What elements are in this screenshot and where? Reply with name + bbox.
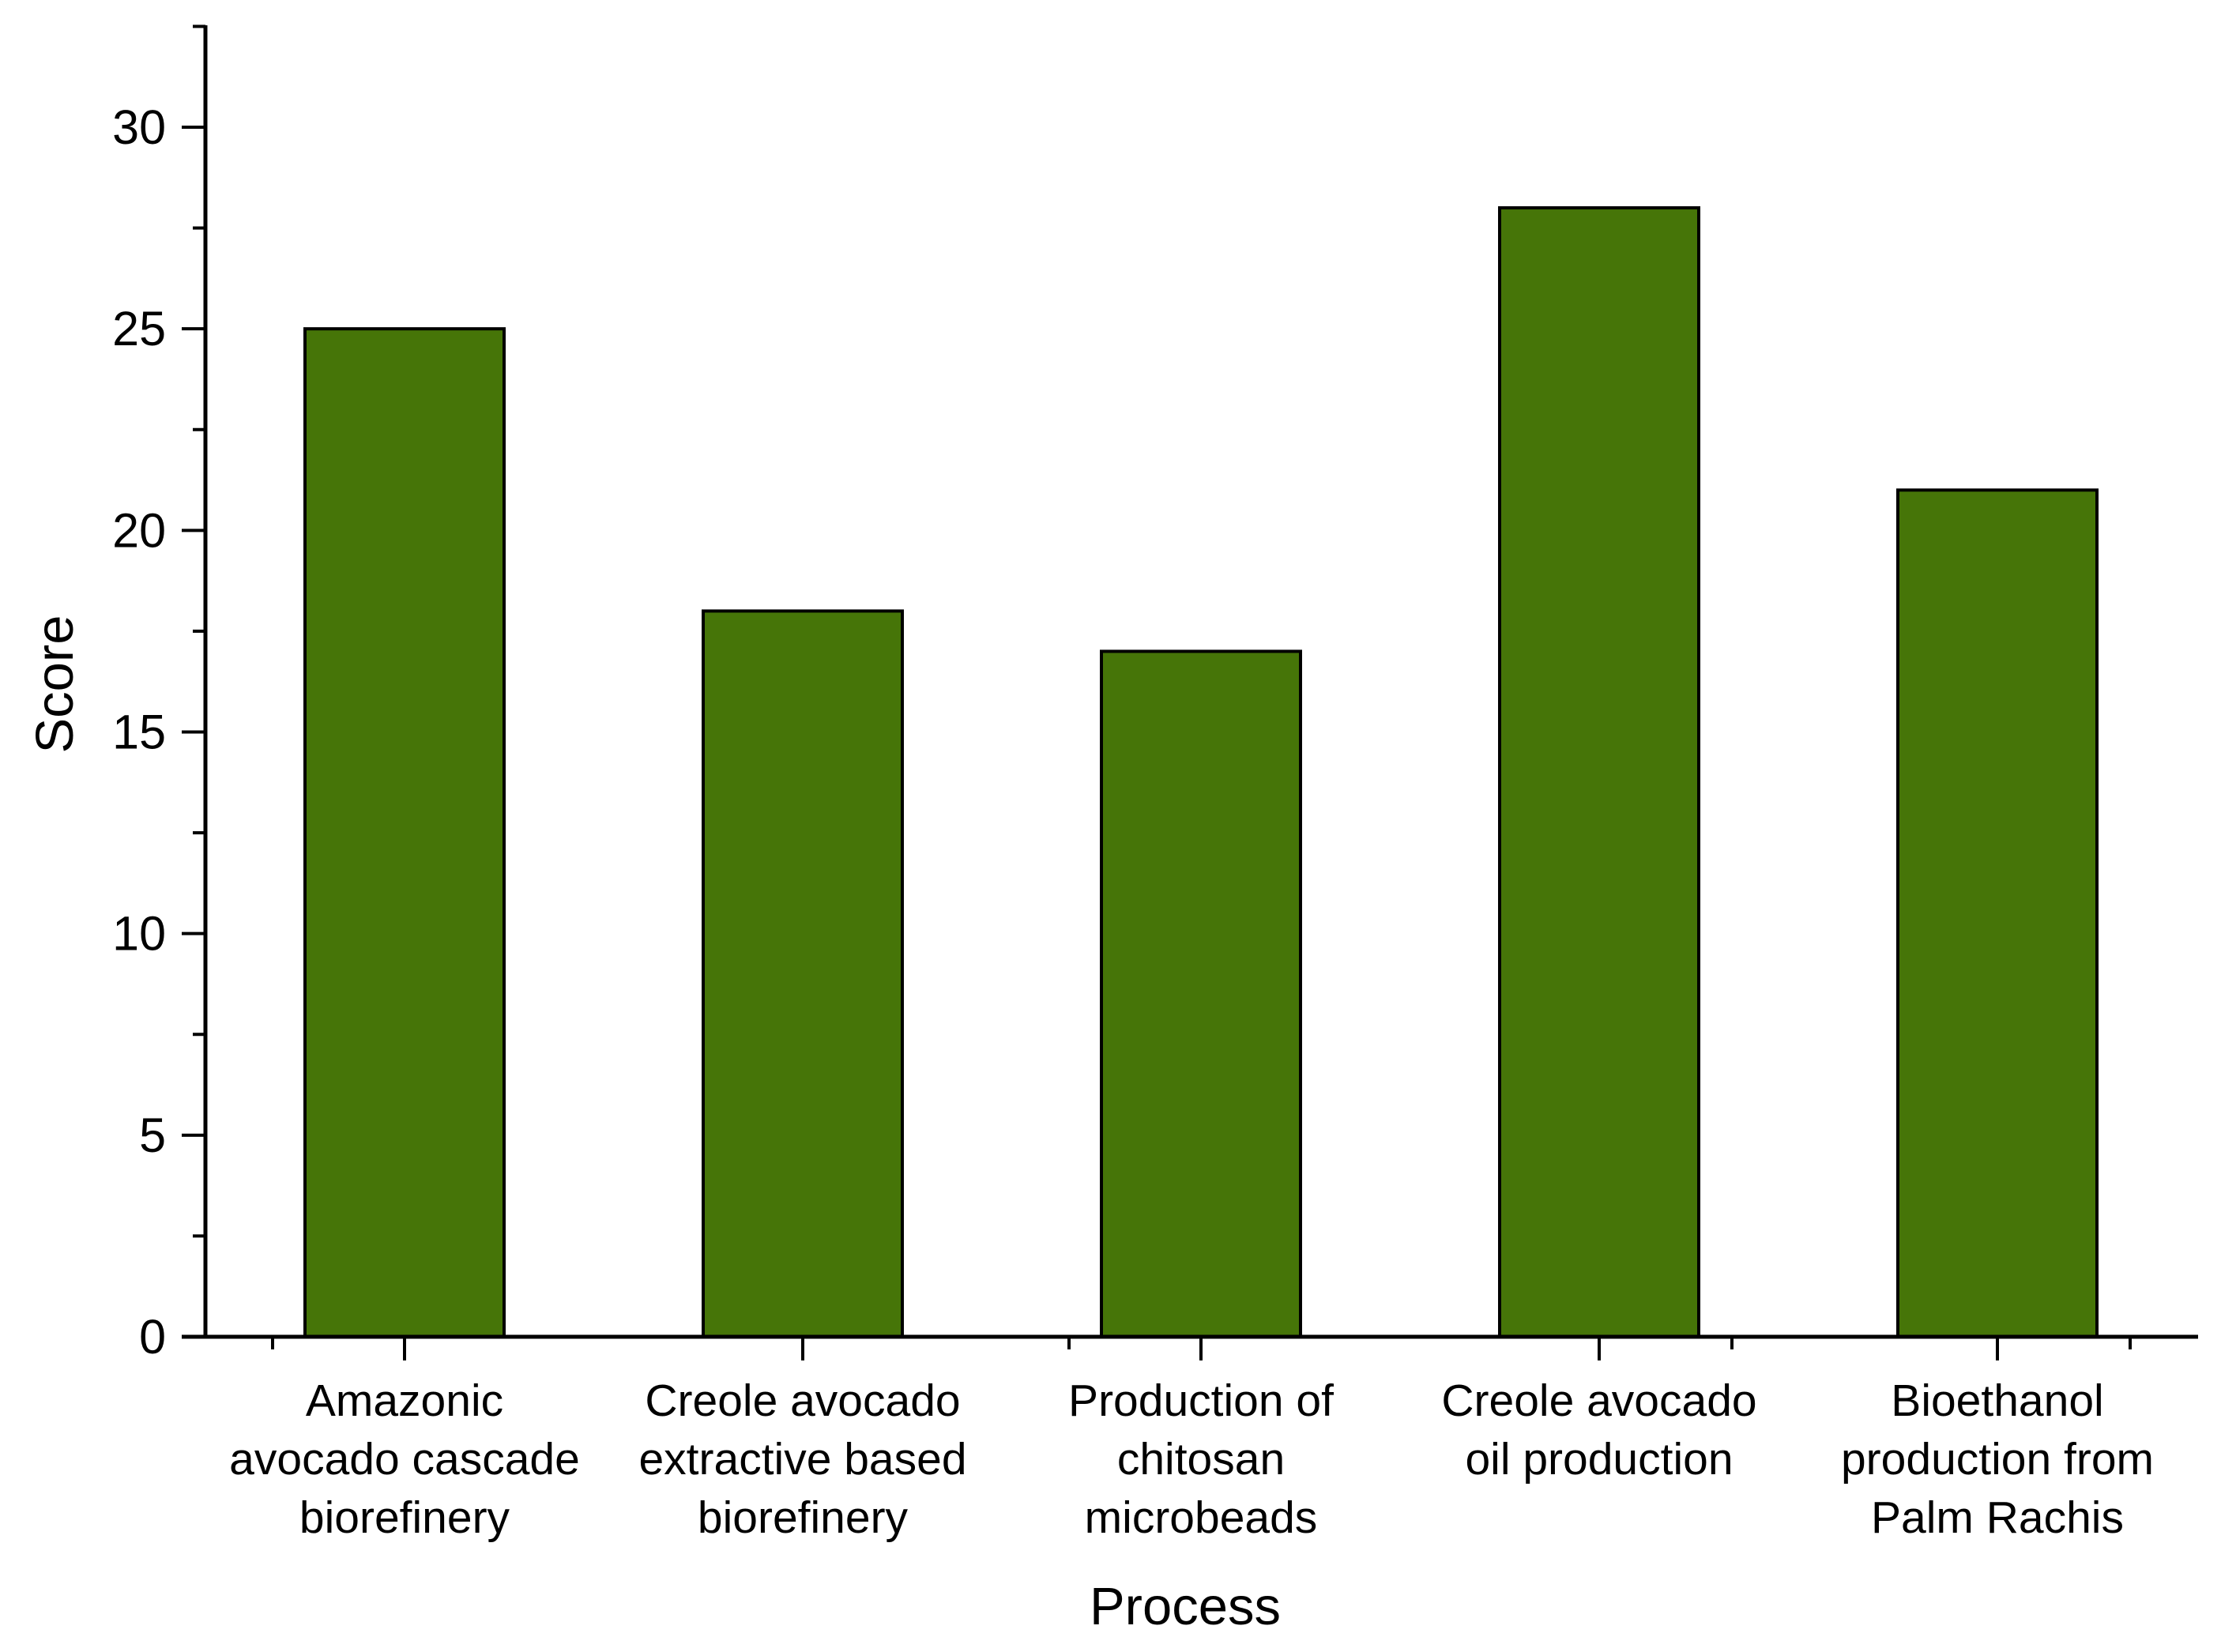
x-category-label-line: production from — [1841, 1434, 2154, 1485]
x-category-label-line: Amazonic — [306, 1375, 503, 1426]
y-axis-title: Score — [25, 615, 85, 753]
x-category-label-line: biorefinery — [698, 1492, 909, 1543]
y-axis: 0 5 10 15 20 25 30 — [112, 24, 208, 1364]
y-tick-label: 25 — [112, 302, 166, 356]
x-axis: Amazonic avocado cascade biorefineryCreole… — [182, 1334, 2198, 1543]
y-tick-label: 20 — [112, 503, 166, 557]
x-category-label-line: chitosan — [1117, 1434, 1285, 1485]
y-tick-label: 30 — [112, 100, 166, 154]
x-category-label-line: Production of — [1068, 1375, 1334, 1426]
x-category-label-line: extractive based — [638, 1434, 966, 1485]
bar-2 — [1100, 649, 1302, 1338]
x-category-label-line: Creole avocado — [1441, 1375, 1756, 1426]
bar-0 — [303, 327, 506, 1339]
x-category-label-line: avocado cascade — [229, 1434, 580, 1485]
x-category-label-line: biorefinery — [299, 1492, 510, 1543]
x-category-label: Production of chitosan microbeads — [1068, 1375, 1334, 1543]
y-tick-label: 10 — [112, 907, 166, 961]
y-tick-label: 0 — [139, 1310, 166, 1364]
y-tick-label: 5 — [139, 1108, 166, 1162]
x-axis-title: Process — [1090, 1577, 1281, 1636]
x-category-label-line: oil production — [1465, 1434, 1733, 1485]
bars-layer — [303, 206, 2099, 1339]
x-category-label-line: microbeads — [1085, 1492, 1318, 1543]
x-category-label-line: Palm Rachis — [1871, 1492, 2124, 1543]
x-category-label-line: Creole avocado — [645, 1375, 960, 1426]
x-category-label: Bioethanol production from Palm Rachis — [1841, 1375, 2154, 1543]
x-category-label-line: Bioethanol — [1891, 1375, 2103, 1426]
bar-3 — [1498, 206, 1700, 1339]
x-category-label: Amazonic avocado cascade biorefinery — [229, 1375, 580, 1543]
bar-1 — [702, 609, 904, 1338]
y-tick-label: 15 — [112, 706, 166, 759]
bar-4 — [1896, 488, 2099, 1338]
x-category-label: Creole avocado oil production — [1441, 1375, 1756, 1485]
x-category-label: Creole avocado extractive based biorefiner… — [638, 1375, 966, 1543]
